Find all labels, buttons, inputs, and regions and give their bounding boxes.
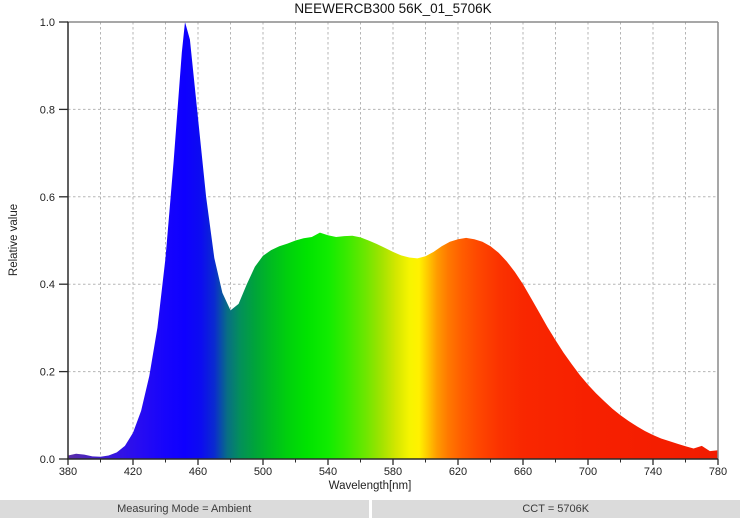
x-tick-label: 780 (709, 466, 727, 478)
x-tick-label: 700 (579, 466, 597, 478)
x-tick-label: 380 (59, 466, 77, 478)
cct-cell: CCT = 5706K (371, 500, 740, 518)
x-tick-label: 540 (319, 466, 337, 478)
status-bar: Measuring Mode = Ambient CCT = 5706K (0, 500, 740, 518)
x-tick-label: 500 (254, 466, 272, 478)
x-tick-label: 580 (384, 466, 402, 478)
x-tick-label: 660 (514, 466, 532, 478)
y-tick-label: 0.2 (40, 367, 55, 379)
measuring-mode-cell: Measuring Mode = Ambient (0, 500, 369, 518)
x-tick-label: 620 (449, 466, 467, 478)
y-tick-label: 0.4 (40, 279, 55, 291)
x-axis-label: Wavelength[nm] (328, 480, 412, 492)
y-tick-label: 0.8 (40, 104, 55, 116)
spectral-chart: 0.0 0.2 0.4 0.6 0.8 1.0 380 420 460 500 540 580 620 6… (40, 17, 727, 478)
spectrum-area (68, 22, 718, 459)
x-tick-label: 460 (189, 466, 207, 478)
chart-title: NEEWERCB300 56K_01_5706K (294, 1, 492, 16)
y-tick-label: 0.6 (40, 192, 55, 204)
x-tick-label: 420 (124, 466, 142, 478)
y-tick-label: 1.0 (40, 17, 55, 29)
y-tick-label: 0.0 (40, 454, 55, 466)
x-tick-label: 740 (644, 466, 662, 478)
